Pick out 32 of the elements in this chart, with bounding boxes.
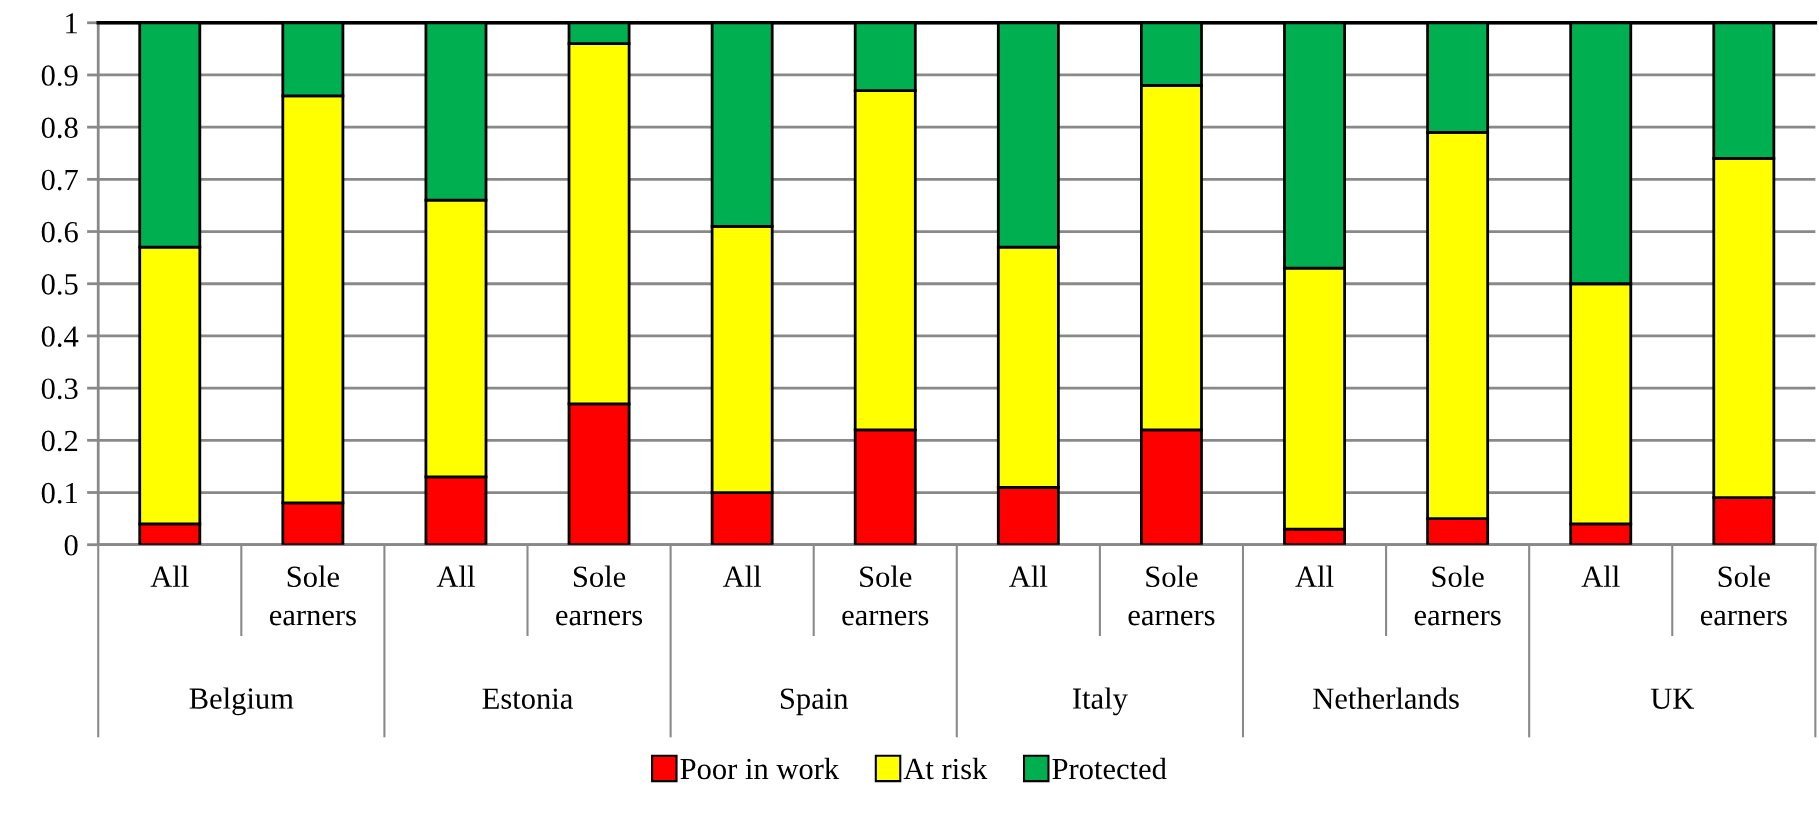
- x-tick-label: Sole earners: [842, 565, 929, 626]
- text: UK: [1650, 688, 1695, 709]
- y-tick-label: 0.5: [41, 274, 78, 295]
- y-tick-label: 0.9: [41, 65, 78, 86]
- text: Spain: [780, 688, 849, 716]
- y-tick-label: 0.3: [41, 378, 78, 400]
- y-tick-label: 0: [64, 534, 78, 556]
- y-tick-label: 0.1: [41, 482, 77, 504]
- x-tick-label: Sole earners: [269, 565, 356, 626]
- x-tick-label: All: [722, 565, 762, 587]
- x-tick-label: Sole earners: [1414, 565, 1501, 626]
- x-tick-label: Sole earners: [1700, 565, 1787, 626]
- y-tick-label: 0.6: [41, 221, 78, 243]
- x-tick-label: All: [150, 565, 189, 587]
- legend-label: Protected: [1052, 757, 1167, 780]
- text: Estonia: [482, 688, 573, 709]
- y-tick-label: 0.7: [41, 169, 78, 191]
- x-tick-label: Sole earners: [556, 565, 643, 626]
- legend-label: Poor in work: [680, 757, 840, 780]
- x-tick-label: All: [1581, 565, 1620, 587]
- text: Netherlands: [1313, 687, 1459, 709]
- x-tick-label: Sole earners: [1128, 565, 1215, 626]
- text: Belgium: [189, 687, 294, 716]
- x-tick-label: All: [1009, 565, 1048, 587]
- y-tick-label: 0.4: [41, 326, 79, 347]
- text: Italy: [1072, 687, 1128, 716]
- x-tick-label: All: [1295, 565, 1334, 587]
- y-tick-label: 1: [66, 13, 77, 34]
- legend-label: At risk: [903, 757, 988, 780]
- y-tick-label: 0.8: [41, 117, 78, 139]
- x-tick-label: All: [436, 565, 475, 587]
- y-tick-label: 0.2: [41, 430, 78, 452]
